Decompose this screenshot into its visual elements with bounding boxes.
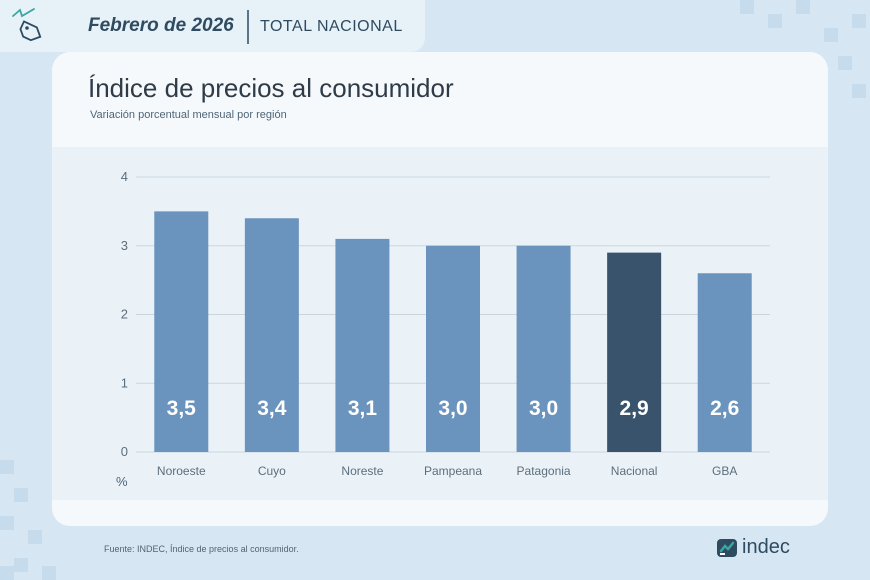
x-tick-label: Patagonia — [517, 464, 571, 478]
bar-value-label: 3,1 — [348, 397, 378, 420]
x-tick-label: Cuyo — [258, 464, 286, 478]
bar-chart: 0 1 2 3 4 3,5 Noroeste 3,4 Cuyo 3,1 Noreste 3,0 Pamp… — [121, 169, 770, 478]
bar — [426, 245, 480, 452]
x-tick-label: GBA — [712, 464, 737, 478]
bar-value-label: 3,4 — [257, 397, 287, 420]
source-note: Fuente: INDEC, Índice de precios al cons… — [104, 544, 299, 554]
plot-panel: 0 1 2 3 4 3,5 Noroeste 3,4 Cuyo 3,1 Noreste 3,0 Pamp… — [52, 147, 828, 500]
bar — [516, 245, 571, 452]
bar-value-label: 2,9 — [620, 397, 649, 420]
chart-title: Índice de precios al consumidor — [88, 73, 454, 103]
x-tick-label: Pampeana — [424, 464, 482, 478]
indec-logo: indec — [716, 534, 806, 562]
y-tick-label: 0 — [121, 444, 128, 459]
indec-logo-text: indec — [742, 536, 790, 558]
indec-logo-icon — [717, 539, 737, 557]
y-tick-label: 3 — [121, 238, 128, 253]
x-tick-label: Noreste — [341, 464, 383, 478]
y-axis-unit: % — [116, 474, 128, 489]
bar-value-label: 3,5 — [167, 397, 197, 420]
bar-value-label: 2,6 — [710, 397, 739, 420]
y-tick-label: 4 — [121, 169, 128, 184]
y-tick-label: 1 — [121, 375, 128, 390]
chart-subtitle: Variación porcentual mensual por región — [90, 109, 287, 121]
bar-value-label: 3,0 — [529, 397, 558, 420]
header-divider — [247, 10, 249, 44]
bar-value-label: 3,0 — [438, 397, 467, 420]
x-tick-label: Nacional — [611, 464, 658, 478]
header-bar: Febrero de 2026 TOTAL NACIONAL — [0, 0, 425, 52]
bar — [244, 218, 299, 452]
bar — [335, 238, 390, 452]
period-label: Febrero de 2026 — [88, 15, 234, 36]
x-tick-label: Noroeste — [157, 464, 206, 478]
price-tag-icon — [12, 8, 42, 42]
y-tick-label: 2 — [121, 307, 128, 322]
bar — [154, 211, 209, 452]
bar — [607, 252, 662, 452]
bar — [697, 273, 752, 452]
scope-label: TOTAL NACIONAL — [260, 18, 403, 35]
